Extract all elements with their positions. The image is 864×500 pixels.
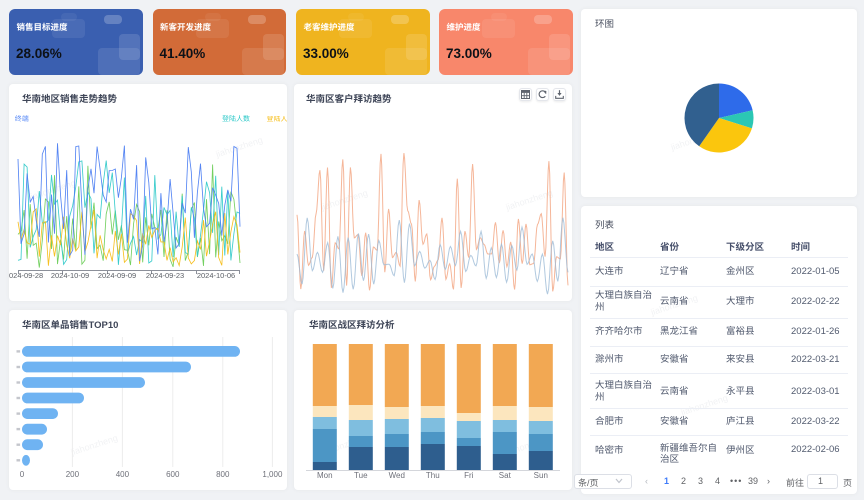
svg-text:Tue: Tue (354, 471, 368, 480)
svg-text:200: 200 (66, 470, 80, 479)
svg-text:400: 400 (116, 470, 130, 479)
svg-text:Fri: Fri (464, 471, 474, 480)
svg-text:1,000: 1,000 (262, 470, 283, 479)
svg-text:2024-10-09: 2024-10-09 (51, 271, 89, 280)
svg-text:Thu: Thu (426, 471, 440, 480)
svg-text:2024-09-09: 2024-09-09 (98, 271, 136, 280)
svg-text:800: 800 (216, 470, 230, 479)
svg-text:2024-09-28: 2024-09-28 (5, 271, 43, 280)
svg-text:Sun: Sun (534, 471, 548, 480)
svg-text:2024-10-06: 2024-10-06 (197, 271, 235, 280)
svg-text:Wed: Wed (389, 471, 405, 480)
svg-text:600: 600 (166, 470, 180, 479)
svg-text:0: 0 (20, 470, 25, 479)
svg-text:Mon: Mon (317, 471, 333, 480)
svg-text:Sat: Sat (499, 471, 512, 480)
svg-text:2024-09-23: 2024-09-23 (146, 271, 184, 280)
